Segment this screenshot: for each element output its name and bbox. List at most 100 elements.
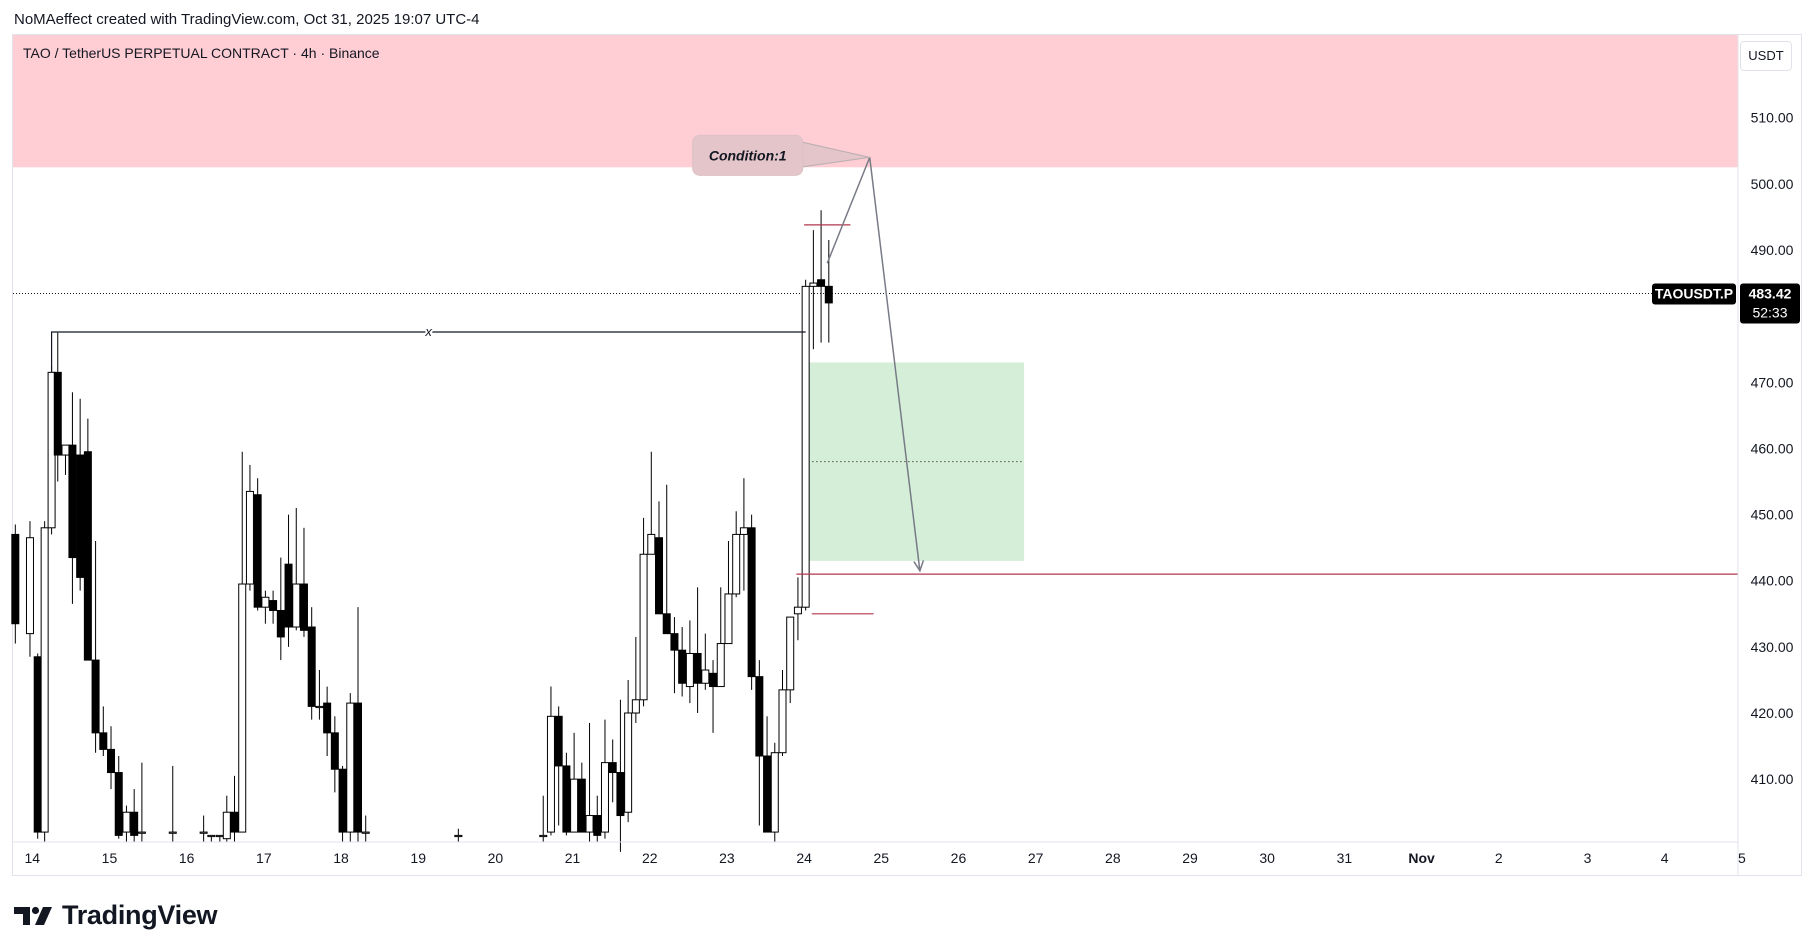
candle-body-bullish xyxy=(215,834,224,838)
candle[interactable] xyxy=(755,660,764,826)
candle[interactable] xyxy=(546,686,555,836)
candle[interactable] xyxy=(269,590,278,624)
candle[interactable] xyxy=(40,521,49,842)
candle[interactable] xyxy=(685,620,694,704)
candle[interactable] xyxy=(693,587,702,714)
candle[interactable] xyxy=(824,240,833,343)
candle[interactable] xyxy=(732,511,741,598)
currency-button[interactable]: USDT xyxy=(1740,41,1792,71)
candle[interactable] xyxy=(292,507,301,631)
candle-body-bullish xyxy=(199,831,208,834)
supply-zone[interactable] xyxy=(13,35,1738,168)
candle[interactable] xyxy=(323,686,332,757)
candle[interactable] xyxy=(647,451,656,555)
candle[interactable] xyxy=(33,653,42,839)
callout-box[interactable] xyxy=(692,134,804,176)
candle[interactable] xyxy=(570,732,579,833)
candle[interactable] xyxy=(238,451,247,833)
candle[interactable] xyxy=(76,398,85,591)
last-price-tag[interactable]: 483.42 52:33 xyxy=(1740,283,1800,324)
tradingview-logo[interactable]: TradingView xyxy=(14,900,218,931)
candle[interactable] xyxy=(338,765,347,842)
candle[interactable] xyxy=(307,607,316,720)
candle[interactable] xyxy=(284,514,293,647)
candle[interactable] xyxy=(724,541,733,645)
time-tick-label: 5 xyxy=(1738,850,1746,866)
candle[interactable] xyxy=(554,706,563,826)
candle[interactable] xyxy=(786,616,795,704)
candle[interactable] xyxy=(114,756,123,839)
candle[interactable] xyxy=(817,210,826,343)
candle[interactable] xyxy=(68,392,77,604)
candle[interactable] xyxy=(83,418,92,661)
candle[interactable] xyxy=(662,484,671,635)
candle-body-bullish xyxy=(624,712,633,813)
candle[interactable] xyxy=(137,762,146,842)
candle[interactable] xyxy=(701,633,710,690)
time-tick-label: 16 xyxy=(179,850,195,866)
time-tick-label: 18 xyxy=(333,850,349,866)
candle[interactable] xyxy=(354,607,362,842)
price-tick-label: 510.00 xyxy=(1751,110,1794,126)
candle[interactable] xyxy=(631,636,640,723)
candle[interactable] xyxy=(778,670,787,757)
candle[interactable] xyxy=(215,834,224,842)
candle[interactable] xyxy=(716,587,725,688)
time-tick-label: 14 xyxy=(25,850,41,866)
candle[interactable] xyxy=(25,521,34,657)
candle[interactable] xyxy=(261,590,270,624)
candle[interactable] xyxy=(361,815,370,842)
candle[interactable] xyxy=(639,517,648,707)
candle-body-bearish xyxy=(130,811,139,836)
candle[interactable] xyxy=(53,332,62,482)
candle[interactable] xyxy=(107,726,116,790)
candle[interactable] xyxy=(670,617,679,694)
chart-frame[interactable] xyxy=(12,34,1802,876)
candle[interactable] xyxy=(99,706,108,757)
time-tick-label: 17 xyxy=(256,850,272,866)
candle[interactable] xyxy=(276,557,285,661)
candle[interactable] xyxy=(454,828,463,842)
candle[interactable] xyxy=(562,752,571,836)
candle[interactable] xyxy=(253,478,262,611)
candle[interactable] xyxy=(168,765,177,842)
candle[interactable] xyxy=(608,739,617,803)
candle[interactable] xyxy=(130,789,139,842)
candle[interactable] xyxy=(809,230,818,350)
candle-body-bearish xyxy=(655,537,664,615)
candle[interactable] xyxy=(539,795,548,842)
candle[interactable] xyxy=(709,660,718,733)
candle[interactable] xyxy=(346,693,355,842)
candle-body-bearish xyxy=(562,765,571,833)
candle[interactable] xyxy=(122,805,131,842)
candle[interactable] xyxy=(222,795,231,842)
candle[interactable] xyxy=(793,577,802,641)
candle[interactable] xyxy=(801,279,810,611)
candle[interactable] xyxy=(739,478,748,591)
candle[interactable] xyxy=(245,464,254,591)
candle[interactable] xyxy=(770,742,779,842)
candle[interactable] xyxy=(600,719,609,839)
candle[interactable] xyxy=(577,762,586,833)
candle[interactable] xyxy=(747,514,756,690)
candle[interactable] xyxy=(230,775,239,842)
candle[interactable] xyxy=(299,527,308,637)
candle[interactable] xyxy=(315,670,324,720)
candle[interactable] xyxy=(624,679,633,823)
candle[interactable] xyxy=(91,541,100,753)
candle[interactable] xyxy=(616,699,625,852)
candle[interactable] xyxy=(655,501,664,615)
candle[interactable] xyxy=(61,444,70,475)
candle[interactable] xyxy=(207,834,216,842)
candle[interactable] xyxy=(585,722,594,842)
candle[interactable] xyxy=(763,716,772,833)
candle[interactable] xyxy=(11,524,20,644)
symbol-price-tag[interactable]: TAOUSDT.P xyxy=(1652,283,1736,305)
candle[interactable] xyxy=(678,627,687,697)
candle[interactable] xyxy=(330,716,339,793)
candle-body-bearish xyxy=(709,672,718,688)
candle[interactable] xyxy=(199,815,208,842)
swing-high-line[interactable] xyxy=(50,331,806,373)
candle[interactable] xyxy=(593,795,602,842)
